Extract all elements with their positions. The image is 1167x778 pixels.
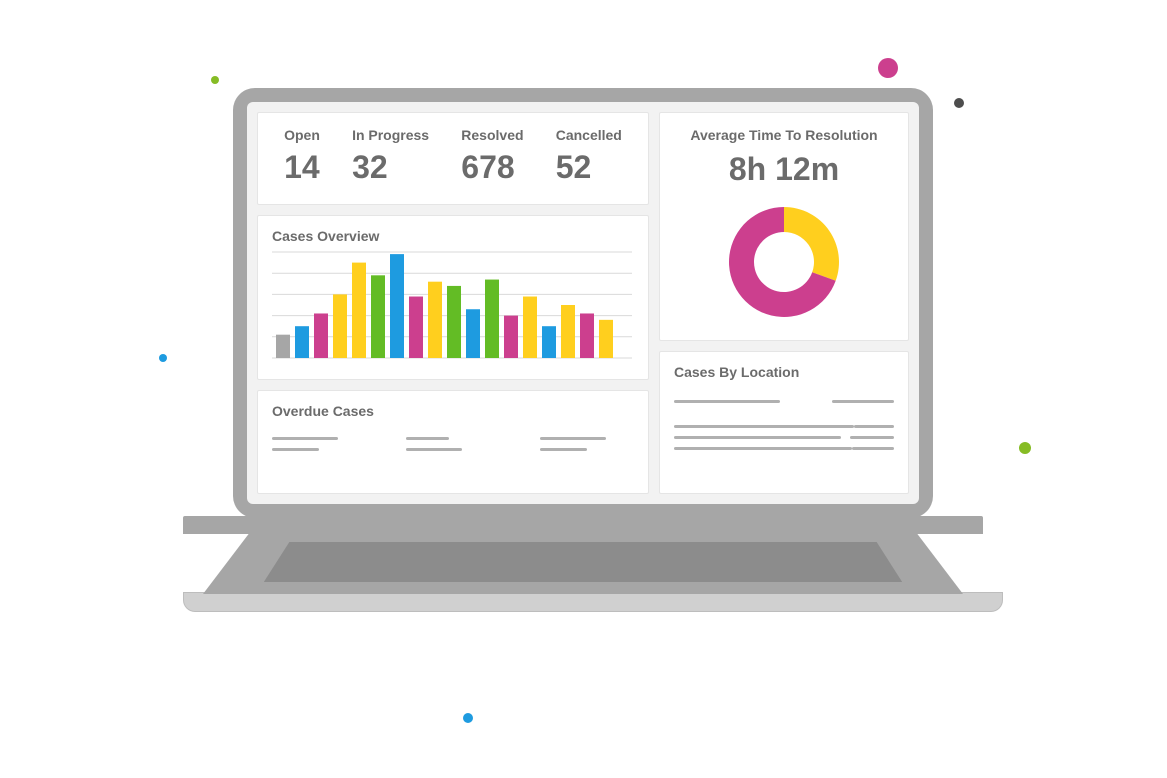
bar bbox=[447, 286, 461, 358]
laptop-illustration: Open 14 In Progress 32 Resolved 678 Cancelled 5… bbox=[183, 88, 983, 668]
bar bbox=[333, 294, 347, 358]
bar bbox=[504, 316, 518, 358]
bar bbox=[295, 326, 309, 358]
placeholder-line bbox=[406, 448, 462, 451]
kpi-card: Open 14 In Progress 32 Resolved 678 Cancelled 5… bbox=[257, 112, 649, 205]
bar bbox=[599, 320, 613, 358]
dashboard-left-column: Open 14 In Progress 32 Resolved 678 Cancelled 5… bbox=[257, 112, 649, 494]
cases-overview-card: Cases Overview bbox=[257, 215, 649, 380]
bar bbox=[561, 305, 575, 358]
bar bbox=[466, 309, 480, 358]
placeholder-line bbox=[272, 448, 319, 451]
overdue-cases-card: Overdue Cases bbox=[257, 390, 649, 494]
kpi-label: Cancelled bbox=[556, 127, 622, 143]
donut-chart-svg bbox=[724, 202, 844, 322]
location-row bbox=[674, 447, 894, 450]
bar bbox=[352, 263, 366, 358]
placeholder-column bbox=[272, 429, 366, 459]
kpi-in-progress: In Progress 32 bbox=[352, 127, 429, 186]
placeholder-line bbox=[540, 448, 587, 451]
bar bbox=[276, 335, 290, 358]
kpi-value: 32 bbox=[352, 149, 429, 186]
dashboard-right-column: Average Time To Resolution 8h 12m Cases … bbox=[659, 112, 909, 494]
avg-resolution-card: Average Time To Resolution 8h 12m bbox=[659, 112, 909, 341]
overdue-cases-title: Overdue Cases bbox=[258, 391, 648, 425]
placeholder-column bbox=[540, 429, 634, 459]
decor-dot bbox=[878, 58, 898, 78]
kpi-label: Resolved bbox=[461, 127, 523, 143]
avg-resolution-label: Average Time To Resolution bbox=[670, 127, 898, 143]
dashboard-screen: Open 14 In Progress 32 Resolved 678 Cancelled 5… bbox=[247, 102, 919, 504]
placeholder-line bbox=[674, 425, 854, 428]
laptop-base bbox=[183, 592, 1003, 612]
donut-slice bbox=[784, 207, 839, 281]
bar bbox=[542, 326, 556, 358]
donut-chart-wrap bbox=[670, 202, 898, 322]
kpi-value: 678 bbox=[461, 149, 523, 186]
placeholder-line bbox=[674, 436, 841, 439]
placeholder-line bbox=[674, 400, 780, 403]
decor-dot bbox=[1019, 442, 1031, 454]
avg-resolution-value: 8h 12m bbox=[670, 151, 898, 188]
kpi-open: Open 14 bbox=[284, 127, 320, 186]
bar bbox=[523, 297, 537, 358]
location-row bbox=[674, 425, 894, 428]
placeholder-line bbox=[832, 400, 894, 403]
placeholder-line bbox=[854, 425, 894, 428]
cases-by-location-title: Cases By Location bbox=[660, 352, 908, 386]
placeholder-line bbox=[540, 437, 606, 440]
bar bbox=[314, 313, 328, 358]
cases-overview-chart bbox=[258, 250, 648, 379]
placeholder-column bbox=[406, 429, 500, 459]
placeholder-line bbox=[406, 437, 449, 440]
bar bbox=[580, 313, 594, 358]
bar bbox=[371, 275, 385, 358]
kpi-label: In Progress bbox=[352, 127, 429, 143]
placeholder-line bbox=[852, 447, 894, 450]
decor-dot bbox=[159, 354, 167, 362]
location-placeholder bbox=[660, 386, 908, 472]
overdue-placeholder bbox=[258, 425, 648, 473]
laptop-keyboard bbox=[203, 534, 963, 594]
bar bbox=[390, 254, 404, 358]
location-row bbox=[674, 436, 894, 439]
kpi-cancelled: Cancelled 52 bbox=[556, 127, 622, 186]
decor-dot bbox=[463, 713, 473, 723]
kpi-value: 14 bbox=[284, 149, 320, 186]
bar-chart-svg bbox=[272, 250, 632, 360]
location-header-row bbox=[674, 400, 894, 403]
bar bbox=[485, 280, 499, 358]
kpi-value: 52 bbox=[556, 149, 622, 186]
kpi-label: Open bbox=[284, 127, 320, 143]
cases-by-location-card: Cases By Location bbox=[659, 351, 909, 494]
placeholder-line bbox=[272, 437, 338, 440]
laptop-hinge bbox=[183, 516, 983, 534]
cases-overview-title: Cases Overview bbox=[258, 216, 648, 250]
laptop-bezel: Open 14 In Progress 32 Resolved 678 Cancelled 5… bbox=[233, 88, 933, 518]
bar bbox=[409, 297, 423, 358]
decor-dot bbox=[211, 76, 219, 84]
kpi-resolved: Resolved 678 bbox=[461, 127, 523, 186]
placeholder-line bbox=[674, 447, 852, 450]
bar bbox=[428, 282, 442, 358]
placeholder-line bbox=[850, 436, 894, 439]
